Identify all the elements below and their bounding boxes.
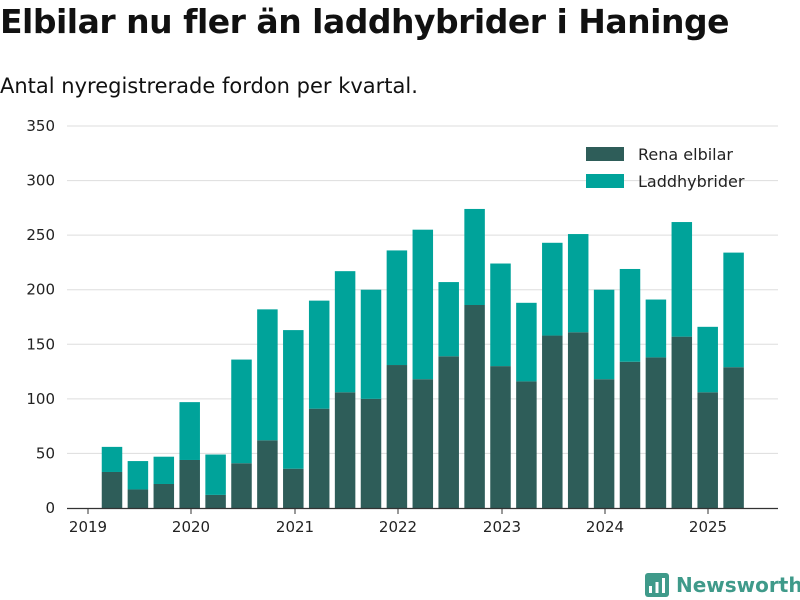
bar-segment-electric <box>153 483 175 508</box>
bar-segment-electric <box>567 332 589 508</box>
bar-segment-hybrid <box>334 271 356 393</box>
bar-segment-hybrid <box>490 263 511 367</box>
bar-segment-hybrid <box>283 330 304 469</box>
y-tick-label: 0 <box>45 499 55 517</box>
bar-segment-electric <box>464 304 485 508</box>
bar-segment-electric <box>360 398 382 508</box>
bar-segment-electric <box>283 468 304 508</box>
bar-segment-hybrid <box>723 252 744 368</box>
bar-segment-electric <box>593 379 615 508</box>
bar-segment-hybrid <box>671 222 693 337</box>
brand-name: Newsworthy <box>676 573 800 597</box>
x-tick-label: 2022 <box>379 518 417 536</box>
bar-segment-electric <box>438 356 459 508</box>
bar-segment-electric <box>386 365 408 508</box>
bar-segment-hybrid <box>438 282 459 357</box>
x-tick-label: 2023 <box>483 518 521 536</box>
bar-segment-electric <box>257 440 278 508</box>
bar-segment-electric <box>619 361 641 508</box>
bar-segment-electric <box>516 381 537 508</box>
bar-segment-hybrid <box>464 208 485 305</box>
bar-segment-electric <box>334 392 356 508</box>
bar-segment-electric <box>179 459 200 508</box>
x-tick-label: 2019 <box>69 518 107 536</box>
x-tick-label: 2024 <box>586 518 624 536</box>
bar-segment-hybrid <box>360 289 382 399</box>
bar-segment-hybrid <box>205 454 226 495</box>
chart-title: Elbilar nu fler än laddhybrider i Haning… <box>0 2 729 41</box>
y-tick-label: 300 <box>26 172 55 190</box>
legend-label: Rena elbilar <box>638 145 733 164</box>
legend-swatch <box>586 147 624 161</box>
bar-segment-hybrid <box>645 299 667 358</box>
y-tick-label: 250 <box>26 226 55 244</box>
bar-segment-hybrid <box>542 242 563 336</box>
bar-segment-electric <box>412 379 434 508</box>
y-tick-label: 150 <box>26 335 55 353</box>
x-tick-label: 2021 <box>276 518 314 536</box>
x-tick-label: 2025 <box>689 518 727 536</box>
bar-segment-hybrid <box>101 446 123 472</box>
bar-segment-electric <box>308 408 330 508</box>
bar-segment-hybrid <box>619 268 641 362</box>
bar-segment-electric <box>490 366 511 508</box>
bar-segment-electric <box>205 494 226 508</box>
bar-segment-electric <box>127 489 149 508</box>
bar-segment-hybrid <box>567 234 589 333</box>
bar-segment-hybrid <box>127 461 149 490</box>
y-tick-label: 200 <box>26 281 55 299</box>
bar-segment-hybrid <box>308 300 330 409</box>
bar-segment-hybrid <box>386 250 408 366</box>
bar-segment-hybrid <box>153 456 175 484</box>
y-tick-label: 50 <box>36 444 55 462</box>
bar-segment-hybrid <box>412 229 434 380</box>
bar-segment-hybrid <box>179 402 200 460</box>
brand-logo: Newsworthy <box>645 570 800 600</box>
bar-segment-electric <box>697 392 718 508</box>
y-tick-label: 350 <box>26 117 55 135</box>
chart-subtitle: Antal nyregistrerade fordon per kvartal. <box>0 74 418 98</box>
bar-segment-hybrid <box>231 359 252 464</box>
x-tick-label: 2020 <box>172 518 210 536</box>
bar-segment-hybrid <box>593 289 615 380</box>
legend-label: Laddhybrider <box>638 172 745 191</box>
bar-segment-electric <box>645 357 667 508</box>
bar-segment-electric <box>671 336 693 508</box>
bar-segment-electric <box>231 463 252 508</box>
bar-segment-hybrid <box>257 309 278 441</box>
bar-segment-electric <box>101 471 123 508</box>
bar-segment-hybrid <box>697 326 718 393</box>
legend-swatch <box>586 174 624 188</box>
bar-segment-electric <box>723 367 744 508</box>
bar-segment-hybrid <box>516 302 537 382</box>
newsworthy-logo-icon <box>645 573 669 597</box>
bar-segment-electric <box>542 335 563 508</box>
y-tick-label: 100 <box>26 390 55 408</box>
